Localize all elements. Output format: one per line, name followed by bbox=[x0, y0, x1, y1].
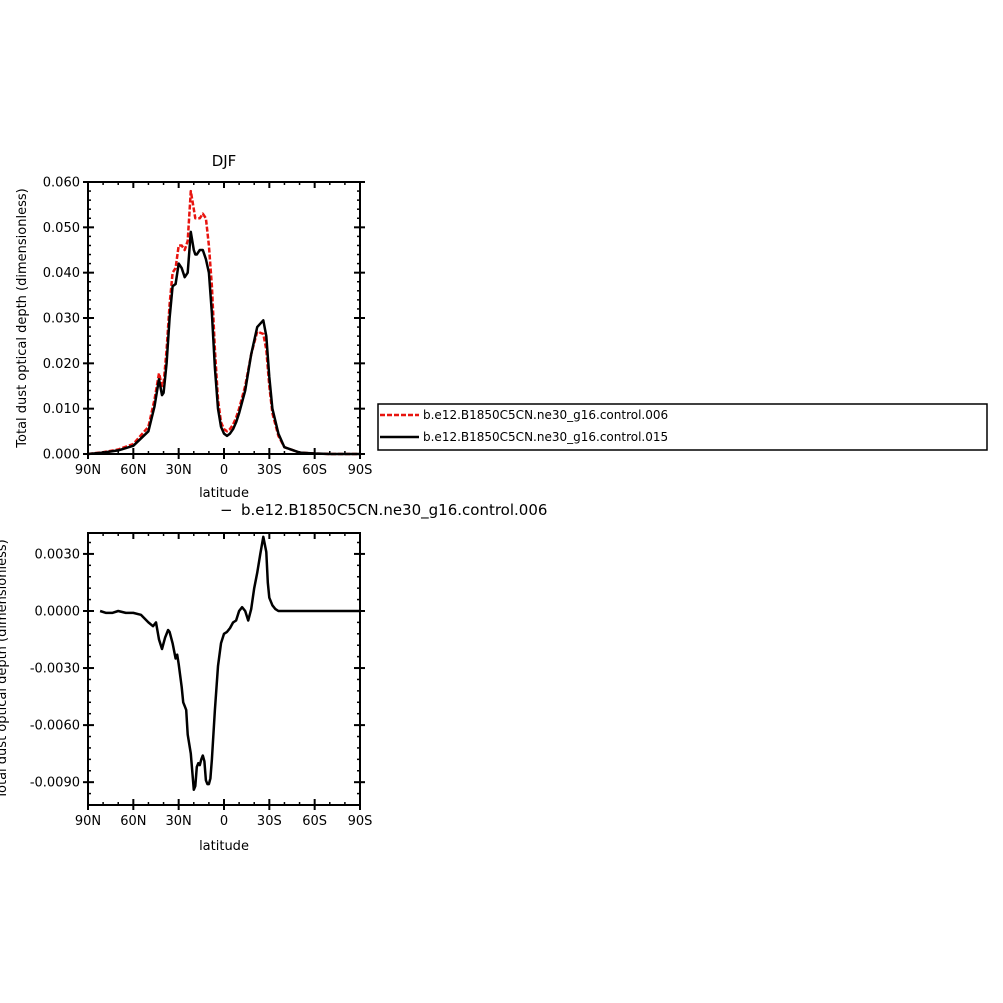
top-plot-area bbox=[87, 189, 360, 456]
top-x-tick-label: 30N bbox=[166, 463, 192, 478]
bottom-x-tick-label: 90S bbox=[348, 814, 373, 829]
bottom-series-line-0 bbox=[99, 535, 360, 792]
top-y-tick-label: 0.010 bbox=[43, 402, 80, 417]
bottom-plot-frame bbox=[87, 532, 361, 806]
top-y-tick-label: 0.040 bbox=[43, 266, 80, 281]
bottom-y-tick-label: 0.0030 bbox=[35, 547, 81, 562]
top-y-tick-label: 0.020 bbox=[43, 357, 80, 372]
top-y-tick-label: 0.060 bbox=[43, 176, 80, 191]
top-y-tick-label: 0.030 bbox=[43, 312, 80, 327]
bottom-x-tick-label: 0 bbox=[220, 814, 228, 829]
bottom-x-tick-label: 30S bbox=[257, 814, 282, 829]
legend-box bbox=[377, 403, 988, 451]
bottom-x-tick-label: 90N bbox=[75, 814, 101, 829]
bottom-x-tick-label: 60N bbox=[120, 814, 146, 829]
top-series-line-1 bbox=[87, 230, 360, 456]
top-panel: DJF 90N 60N 30N 0 30S 60S 90S 0.000 0.010 0.020 0.… bbox=[15, 152, 372, 501]
top-y-axis-title: Total dust optical depth (dimensionless) bbox=[15, 188, 30, 448]
top-x-tick-label: 60S bbox=[302, 463, 327, 478]
top-plot-frame bbox=[87, 181, 361, 455]
bottom-axis-ticks: 90N 60N 30N 0 30S 60S 90S 0.0030 0.0000 -0.0030 -0… bbox=[30, 533, 373, 829]
bottom-panel: − b.e12.B1850C5CN.ne30_g16.control.006 9… bbox=[0, 501, 547, 854]
bottom-x-axis-title: latitude bbox=[199, 839, 249, 854]
top-x-axis-title: latitude bbox=[199, 486, 249, 501]
top-x-tick-label: 30S bbox=[257, 463, 282, 478]
bottom-panel-title: b.e12.B1850C5CN.ne30_g16.control.006 bbox=[241, 501, 547, 520]
top-axis-ticks: 90N 60N 30N 0 30S 60S 90S 0.000 0.010 0.020 0.030 0… bbox=[43, 176, 373, 479]
bottom-y-tick-label: 0.0000 bbox=[35, 604, 81, 619]
bottom-y-tick-label: -0.0030 bbox=[30, 662, 80, 677]
bottom-plot-area bbox=[99, 535, 360, 792]
top-series-line-0 bbox=[87, 189, 360, 456]
legend-label-006: b.e12.B1850C5CN.ne30_g16.control.006 bbox=[423, 408, 668, 422]
bottom-x-tick-label: 30N bbox=[166, 814, 192, 829]
top-x-tick-label: 60N bbox=[120, 463, 146, 478]
legend-label-015: b.e12.B1850C5CN.ne30_g16.control.015 bbox=[423, 430, 668, 444]
bottom-y-tick-label: -0.0090 bbox=[30, 776, 80, 791]
top-y-tick-label: 0.000 bbox=[43, 448, 80, 463]
top-y-tick-label: 0.050 bbox=[43, 221, 80, 236]
top-x-tick-label: 0 bbox=[220, 463, 228, 478]
bottom-y-tick-label: -0.0060 bbox=[30, 719, 80, 734]
legend: b.e12.B1850C5CN.ne30_g16.control.006 b.e… bbox=[377, 403, 988, 451]
bottom-panel-title-prefix: − bbox=[220, 501, 233, 519]
bottom-y-axis-title: Total dust optical depth (dimensionless) bbox=[0, 539, 10, 799]
top-panel-title: DJF bbox=[212, 152, 237, 170]
top-x-tick-label: 90S bbox=[348, 463, 373, 478]
top-x-tick-label: 90N bbox=[75, 463, 101, 478]
bottom-x-tick-label: 60S bbox=[302, 814, 327, 829]
